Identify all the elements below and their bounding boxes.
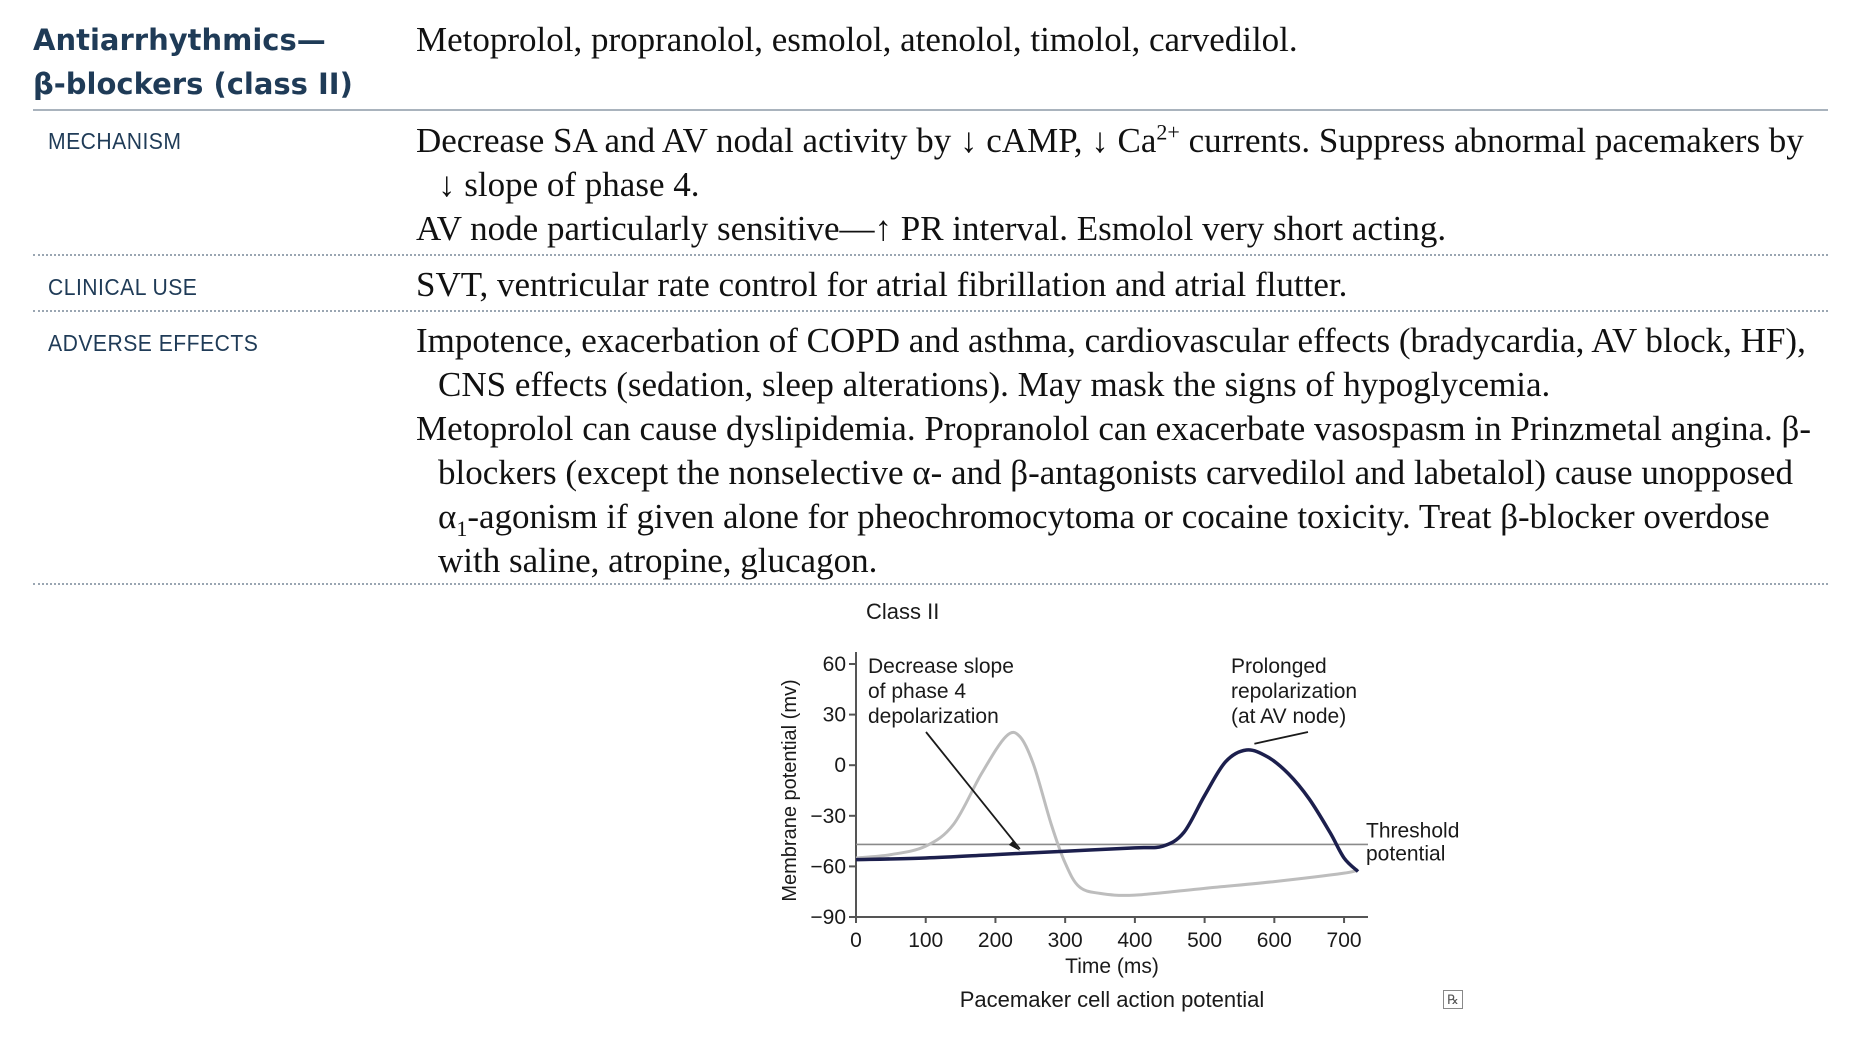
normal-curve (855, 730, 1359, 897)
chart-title: Class II (866, 599, 939, 624)
y-tick-label: −60 (810, 855, 846, 878)
adverse-effects-paragraph-2: Metoprolol can cause dyslipidemia. Propr… (416, 407, 1828, 583)
clinical-use-text: SVT, ventricular rate control for atrial… (416, 263, 1828, 307)
x-tick-label: 400 (1117, 929, 1152, 952)
annotation-repolarization-line: Prolonged (1231, 655, 1327, 678)
calcium-charge-superscript: 2+ (1156, 119, 1180, 145)
annotation-phase4-line: of phase 4 (868, 680, 966, 703)
x-tick-label: 100 (908, 929, 943, 952)
y-axis-label: Membrane potential (mv) (779, 679, 801, 901)
header-divider (33, 109, 1828, 111)
adverse-effects-label: ADVERSE EFFECTS (48, 330, 259, 356)
mechanism-text: Decrease SA and AV nodal activity by ↓ c… (416, 119, 1828, 251)
x-tick-label: 500 (1187, 929, 1222, 952)
class-ii-curve (855, 748, 1360, 873)
publisher-logo: ℞ (1443, 990, 1463, 1009)
x-axis-label: Time (ms) (1065, 955, 1159, 978)
adverse-effects-text-b: -agonism if given alone for pheochromocy… (438, 497, 1770, 580)
annotation-phase4-arrow (925, 731, 1021, 850)
annotation-threshold-line: potential (1366, 842, 1445, 865)
x-tick-label: 300 (1048, 929, 1083, 952)
mechanism-label: MECHANISM (48, 128, 182, 154)
y-tick-label: 60 (823, 653, 846, 676)
y-tick-label: 30 (823, 704, 846, 727)
annotation-phase4-line: Decrease slope (868, 655, 1014, 678)
mechanism-paragraph-1: Decrease SA and AV nodal activity by ↓ c… (416, 119, 1828, 207)
annotation-repolarization-line: repolarization (1231, 680, 1357, 703)
chart-caption: Pacemaker cell action potential (960, 987, 1265, 1012)
clinical-use-label: CLINICAL USE (48, 274, 198, 300)
annotation-repolarization-line: (at AV node) (1231, 705, 1346, 728)
annotation-threshold-line: Threshold (1366, 819, 1459, 842)
x-tick-label: 0 (850, 929, 862, 952)
drug-list: Metoprolol, propranolol, esmolol, atenol… (416, 20, 1298, 59)
mechanism-text-b: currents. Suppress abnormal pacemakers b… (438, 121, 1804, 204)
mechanism-text-a: Decrease SA and AV nodal activity by ↓ c… (416, 121, 1157, 160)
x-tick-label: 200 (978, 929, 1013, 952)
annotation-phase4-arrowhead (1008, 840, 1020, 851)
mechanism-paragraph-2: AV node particularly sensitive—↑ PR inte… (416, 209, 1447, 248)
divider-clinical-use (33, 310, 1828, 312)
divider-mechanism (33, 254, 1828, 256)
section-title: Antiarrhythmics— β-blockers (class II) (33, 18, 373, 106)
annotation-phase4-line: depolarization (868, 705, 999, 728)
x-tick-label: 700 (1327, 929, 1362, 952)
title-line-1: Antiarrhythmics— (33, 23, 326, 57)
action-potential-chart: Class II 60 30 0 −30 −60 −90 0 100 200 300 400 500 60… (760, 592, 1480, 1032)
adverse-effects-paragraph-1: Impotence, exacerbation of COPD and asth… (416, 321, 1806, 404)
title-line-2: β-blockers (class II) (33, 67, 353, 101)
y-tick-label: 0 (834, 754, 846, 777)
annotation-repolarization-arrow (1254, 731, 1309, 745)
divider-adverse-effects (33, 583, 1828, 585)
clinical-use-paragraph: SVT, ventricular rate control for atrial… (416, 265, 1348, 304)
x-tick-label: 600 (1257, 929, 1292, 952)
y-tick-label: −30 (810, 805, 846, 828)
alpha-subscript: 1 (456, 516, 468, 541)
adverse-effects-text: Impotence, exacerbation of COPD and asth… (416, 319, 1828, 583)
y-tick-label: −90 (810, 906, 846, 929)
adverse-effects-text-a: Metoprolol can cause dyslipidemia. Propr… (416, 409, 1812, 536)
